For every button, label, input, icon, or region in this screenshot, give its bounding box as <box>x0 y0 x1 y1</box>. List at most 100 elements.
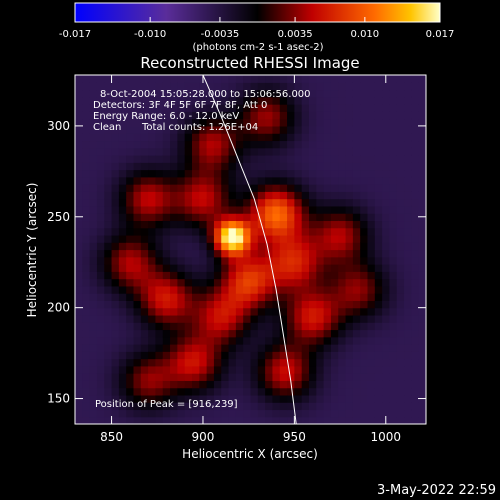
heatmap-cell <box>82 96 91 105</box>
heatmap-cell <box>418 154 426 163</box>
heatmap-cell <box>250 380 259 389</box>
heatmap-cell <box>352 198 361 207</box>
heatmap-cell <box>345 96 354 105</box>
heatmap-cell <box>279 162 288 171</box>
heatmap-cell <box>418 111 426 120</box>
heatmap-cell <box>352 96 361 105</box>
heatmap-cell <box>404 227 412 236</box>
heatmap-cell <box>367 104 376 112</box>
heatmap-cell <box>104 409 113 418</box>
heatmap-cell <box>235 394 244 403</box>
heatmap-cell <box>316 387 325 396</box>
heatmap-cell <box>111 365 120 374</box>
heatmap-cell <box>382 162 391 171</box>
heatmap-cell <box>257 191 266 200</box>
heatmap-cell <box>82 394 91 403</box>
heatmap-cell <box>360 264 369 272</box>
heatmap-cell <box>330 293 339 301</box>
heatmap-cell <box>162 140 171 149</box>
heatmap-cell <box>82 329 91 338</box>
heatmap-cell <box>382 314 391 323</box>
heatmap-cell <box>118 409 127 418</box>
heatmap-cell <box>316 227 325 236</box>
heatmap-cell <box>104 191 113 200</box>
heatmap-cell <box>294 409 303 418</box>
heatmap-cell <box>396 336 405 345</box>
heatmap-cell <box>111 89 120 98</box>
heatmap-cell <box>133 329 142 338</box>
heatmap-cell <box>235 300 244 309</box>
heatmap-cell <box>345 82 354 91</box>
heatmap-cell <box>360 176 369 185</box>
heatmap-cell <box>316 264 325 272</box>
heatmap-cell <box>382 198 391 207</box>
heatmap-cell <box>206 336 215 345</box>
heatmap-cell <box>411 234 420 243</box>
heatmap-cell <box>250 213 259 222</box>
heatmap-cell <box>155 314 164 323</box>
heatmap-cell <box>177 89 186 98</box>
heatmap-cell <box>389 249 398 258</box>
heatmap-cell <box>352 336 361 345</box>
heatmap-cell <box>309 264 317 272</box>
heatmap-cell <box>155 242 164 251</box>
heatmap-cell <box>287 387 295 396</box>
heatmap-cell <box>170 205 178 214</box>
heatmap-cell <box>287 118 295 127</box>
heatmap-cell <box>265 162 274 171</box>
heatmap-cell <box>235 234 244 243</box>
heatmap-cell <box>213 133 222 142</box>
heatmap-cell <box>75 278 83 287</box>
heatmap-cell <box>330 285 339 294</box>
heatmap-cell <box>184 264 193 272</box>
heatmap-cell <box>330 198 339 207</box>
heatmap-cell <box>411 162 420 171</box>
heatmap-cell <box>382 256 391 265</box>
heatmap-cell <box>257 373 266 381</box>
heatmap-cell <box>170 140 178 149</box>
heatmap-cell <box>140 380 149 389</box>
heatmap-cell <box>352 409 361 418</box>
heatmap-cell <box>82 111 91 120</box>
heatmap-cell <box>192 300 200 309</box>
heatmap-cell <box>345 133 354 142</box>
heatmap-cell <box>301 249 310 258</box>
heatmap-cell <box>192 176 200 185</box>
heatmap-cell <box>126 307 135 316</box>
heatmap-cell <box>75 198 83 207</box>
heatmap-cell <box>140 278 149 287</box>
heatmap-cell <box>272 242 281 251</box>
heatmap-cell <box>360 351 369 360</box>
heatmap-cell <box>170 300 178 309</box>
heatmap-cell <box>199 220 208 229</box>
heatmap-cell <box>221 75 230 83</box>
heatmap-cell <box>206 96 215 105</box>
heatmap-cell <box>272 358 281 367</box>
heatmap-cell <box>352 133 361 142</box>
heatmap-cell <box>170 176 178 185</box>
heatmap-cell <box>360 409 369 418</box>
heatmap-cell <box>309 104 317 112</box>
heatmap-cell <box>75 344 83 352</box>
heatmap-cell <box>338 394 347 403</box>
heatmap-cell <box>294 344 303 352</box>
heatmap-cell <box>367 234 376 243</box>
heatmap-cell <box>192 213 200 222</box>
heatmap-cell <box>279 249 288 258</box>
heatmap-cell <box>96 169 105 178</box>
heatmap-cell <box>89 191 98 200</box>
heatmap-cell <box>235 278 244 287</box>
heatmap-cell <box>345 293 354 301</box>
heatmap-cell <box>374 365 383 374</box>
heatmap-cell <box>140 336 149 345</box>
heatmap-cell <box>301 147 310 156</box>
heatmap-cell <box>345 154 354 163</box>
heatmap-cell <box>148 300 157 309</box>
heatmap-cell <box>177 336 186 345</box>
heatmap-cell <box>389 314 398 323</box>
heatmap-cell <box>265 133 274 142</box>
heatmap-cell <box>140 402 149 411</box>
heatmap-cell <box>199 322 208 331</box>
heatmap-cell <box>345 307 354 316</box>
